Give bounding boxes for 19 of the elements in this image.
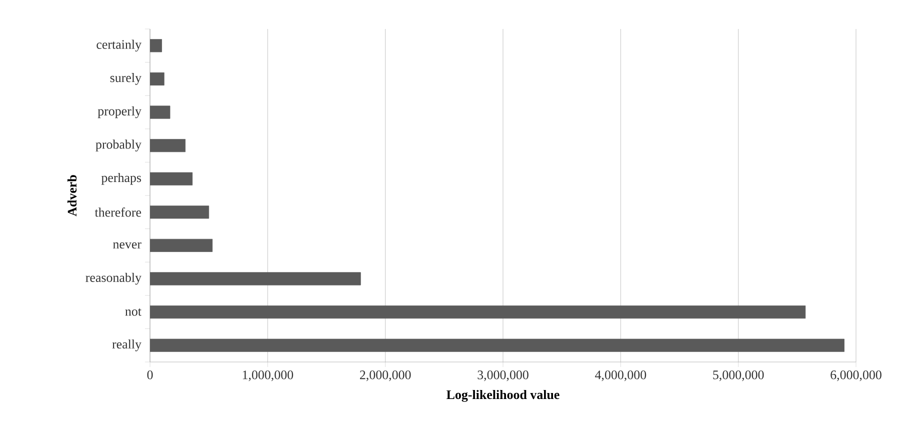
x-axis-title: Log-likelihood value: [446, 390, 560, 402]
x-tick-label: 4,000,000: [595, 370, 646, 382]
y-tick-label: really: [112, 339, 142, 352]
y-tick-label: reasonably: [86, 272, 142, 285]
y-tick-label: not: [125, 308, 142, 316]
x-tick-label: 1,000,000: [242, 370, 294, 382]
y-tick-label: properly: [98, 106, 142, 118]
y-tick-label: therefore: [94, 208, 142, 217]
y-tick-label: never: [113, 242, 142, 249]
y-tick-label: perhaps: [101, 172, 142, 185]
x-tick-label: 6,000,000: [830, 370, 882, 382]
y-tick-label: certainly: [96, 40, 142, 52]
y-axis-title: Adverb: [67, 175, 77, 216]
y-tick-label: probably: [96, 140, 142, 152]
x-tick-label: 0: [147, 370, 153, 380]
x-tick-label: 5,000,000: [713, 370, 764, 382]
x-tick-label: 2,000,000: [360, 370, 411, 382]
x-tick-label: 3,000,000: [478, 370, 528, 382]
y-tick-label: surely: [110, 73, 142, 85]
